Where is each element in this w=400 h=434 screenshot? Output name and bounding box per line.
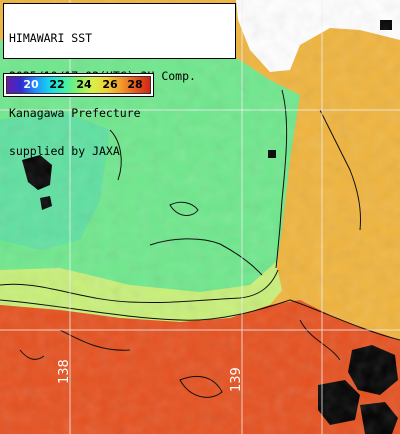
title-line-product: HIMAWARI SST (9, 31, 93, 45)
colorbar-gradient: 20 22 24 26 28 (6, 76, 151, 94)
colorbar-tick-20: 20 (23, 78, 39, 91)
colorbar-tick-22: 22 (49, 78, 65, 91)
title-line-credit: supplied by JAXA (9, 143, 120, 158)
longitude-label-139: 139 (229, 367, 244, 392)
colorbar-tick-24: 24 (76, 78, 92, 91)
colorbar-tick-26: 26 (102, 78, 118, 91)
longitude-label-138: 138 (57, 359, 72, 384)
colorbar-legend: 20 22 24 26 28 (3, 73, 154, 97)
colorbar-tick-28: 28 (127, 78, 143, 91)
title-box: HIMAWARI SST 2025/10/17 02(UTC) 3H Comp.… (3, 3, 236, 157)
title-line-region: Kanagawa Prefecture (9, 106, 141, 120)
